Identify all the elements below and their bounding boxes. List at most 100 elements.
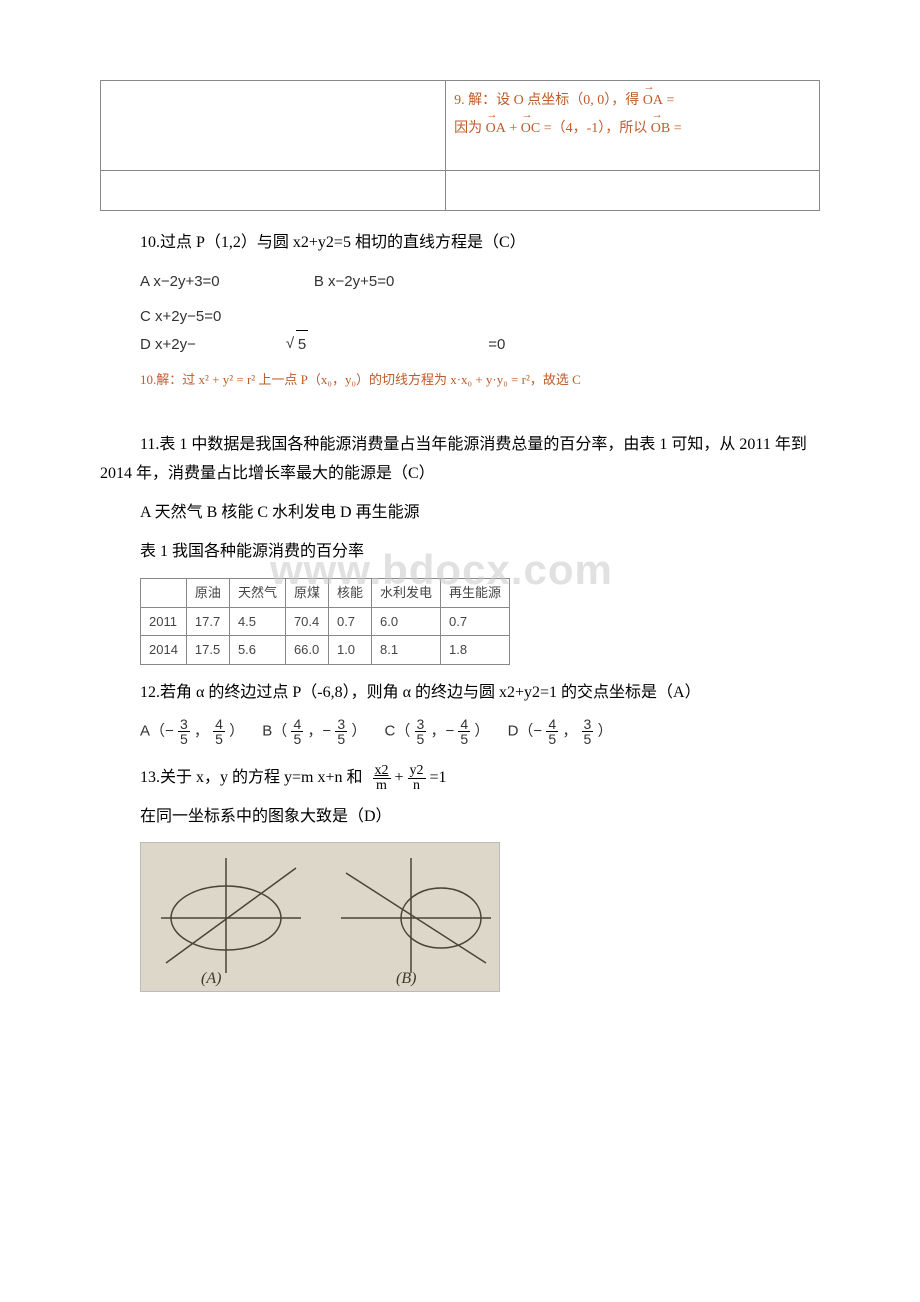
sol9-line1-suffix: = <box>666 93 674 108</box>
sol9-plus: + <box>509 121 520 136</box>
q10-d-post: =0 <box>488 331 505 358</box>
cell: 1.8 <box>441 636 510 664</box>
cell: 5.6 <box>229 636 285 664</box>
cell: 0.7 <box>328 607 371 635</box>
sqrt-icon: 5 <box>286 330 398 358</box>
q12-opt-a: A（− 35 ， 45 ） <box>140 717 244 746</box>
t: B（ <box>262 723 287 740</box>
num: 4 <box>546 717 558 732</box>
cell: 2014 <box>141 636 187 664</box>
document-page: 9. 解：设 O 点坐标（0, 0），得 OA = 因为 OA + OC =（4… <box>0 0 920 1052</box>
num: 3 <box>582 717 594 732</box>
q10-opt-d: D x+2y− 5 =0 <box>140 330 595 358</box>
num: y2 <box>408 764 426 779</box>
q12-options: A（− 35 ， 45 ） B（ 45 ，− 35 ） C（ 35 ，− 45 … <box>140 717 820 746</box>
cell: 4.5 <box>229 607 285 635</box>
q10-options-row2: C x+2y−5=0 D x+2y− 5 =0 <box>140 303 820 358</box>
sol9-end: = <box>674 121 682 136</box>
num: 3 <box>415 717 427 732</box>
q10-options-row1: A x−2y+3=0 B x−2y+5=0 <box>140 268 820 295</box>
eq: =1 <box>430 770 447 787</box>
q10-d-pre: D x+2y− <box>140 331 196 358</box>
num: 3 <box>178 717 190 732</box>
num: 4 <box>291 717 303 732</box>
col-gas: 天然气 <box>229 579 285 607</box>
den: 5 <box>335 732 347 746</box>
plus: + <box>395 770 408 787</box>
q12-opt-b: B（ 45 ，− 35 ） <box>262 717 366 746</box>
sol9-after: =（4，-1），所以 <box>544 121 651 136</box>
graphs-svg: (A) (B) <box>141 843 501 993</box>
cell: 2011 <box>141 607 187 635</box>
q10-opt-a: A x−2y+3=0 <box>140 268 220 295</box>
t: ） <box>474 723 489 740</box>
cell: 17.5 <box>186 636 229 664</box>
fraction: 45 <box>291 717 303 746</box>
t: C（ <box>385 723 411 740</box>
cell: 1.0 <box>328 636 371 664</box>
t: ， <box>562 723 577 740</box>
t: ， <box>194 723 209 740</box>
cell: 6.0 <box>371 607 440 635</box>
col-oil: 原油 <box>186 579 229 607</box>
cell: 17.7 <box>186 607 229 635</box>
fraction: 45 <box>213 717 225 746</box>
t: ，− <box>430 723 458 740</box>
q10-opt-b: B x−2y+5=0 <box>314 268 394 295</box>
q10-d-rad: 5 <box>296 330 308 358</box>
t: ，− <box>307 723 335 740</box>
q12-opt-d: D（− 45 ， 35 ） <box>508 717 613 746</box>
fraction: 35 <box>178 717 190 746</box>
den: n <box>408 779 426 793</box>
energy-table: 原油 天然气 原煤 核能 水利发电 再生能源 2011 17.7 4.5 70.… <box>140 578 510 664</box>
num: 4 <box>213 717 225 732</box>
den: 5 <box>582 732 594 746</box>
q12-opt-c: C（ 35 ，− 45 ） <box>385 717 490 746</box>
den: 5 <box>415 732 427 746</box>
vector-ob: OB <box>651 115 670 143</box>
cell: 66.0 <box>285 636 328 664</box>
cell: 0.7 <box>441 607 510 635</box>
question-13-line2: 在同一坐标系中的图象大致是（D） <box>140 803 820 832</box>
table-caption-wrap: www.bdocx.com 表 1 我国各种能源消费的百分率 <box>100 538 820 567</box>
table-row: 2014 17.5 5.6 66.0 1.0 8.1 1.8 <box>141 636 510 664</box>
t: D（− <box>508 723 547 740</box>
den: m <box>373 779 391 793</box>
vector-oc: OC <box>521 115 540 143</box>
col-renew: 再生能源 <box>441 579 510 607</box>
col-blank <box>141 579 187 607</box>
vector-oa-2: OA <box>486 115 506 143</box>
q13-pre: 13.关于 x，y 的方程 y=m x+n 和 <box>140 770 363 787</box>
num: 3 <box>335 717 347 732</box>
solution-9-box: 9. 解：设 O 点坐标（0, 0），得 OA = 因为 OA + OC =（4… <box>100 80 820 211</box>
cell: 8.1 <box>371 636 440 664</box>
table-row: 2011 17.7 4.5 70.4 0.7 6.0 0.7 <box>141 607 510 635</box>
q13-equation: x2m + y2n =1 <box>373 764 447 793</box>
q11-options: A 天然气 B 核能 C 水利发电 D 再生能源 <box>140 499 820 528</box>
den: 5 <box>546 732 558 746</box>
fraction: 45 <box>546 717 558 746</box>
q10-opt-c: C x+2y−5=0 <box>140 303 221 330</box>
table-1-caption: 表 1 我国各种能源消费的百分率 <box>140 538 820 567</box>
q13-graphs-image: (A) (B) <box>140 842 500 992</box>
den: 5 <box>213 732 225 746</box>
fraction: x2m <box>373 764 391 793</box>
num: 4 <box>458 717 470 732</box>
graph-b-label: (B) <box>396 970 416 987</box>
col-hydro: 水利发电 <box>371 579 440 607</box>
question-11: 11.表 1 中数据是我国各种能源消费量占当年能源消费总量的百分率，由表 1 可… <box>100 431 820 489</box>
cell: 70.4 <box>285 607 328 635</box>
fraction: 35 <box>335 717 347 746</box>
den: 5 <box>458 732 470 746</box>
sol9-line1-prefix: 9. 解：设 O 点坐标（0, 0），得 <box>454 93 643 108</box>
sol9-line2-prefix: 因为 <box>454 121 486 136</box>
question-12: 12.若角 α 的终边过点 P（-6,8），则角 α 的终边与圆 x2+y2=1… <box>100 679 820 708</box>
fraction: y2n <box>408 764 426 793</box>
den: 5 <box>178 732 190 746</box>
t: ） <box>229 723 244 740</box>
question-13-line1: 13.关于 x，y 的方程 y=m x+n 和 x2m + y2n =1 <box>140 764 820 793</box>
t: ） <box>597 723 612 740</box>
fraction: 35 <box>415 717 427 746</box>
col-nuclear: 核能 <box>328 579 371 607</box>
t: ） <box>351 723 366 740</box>
